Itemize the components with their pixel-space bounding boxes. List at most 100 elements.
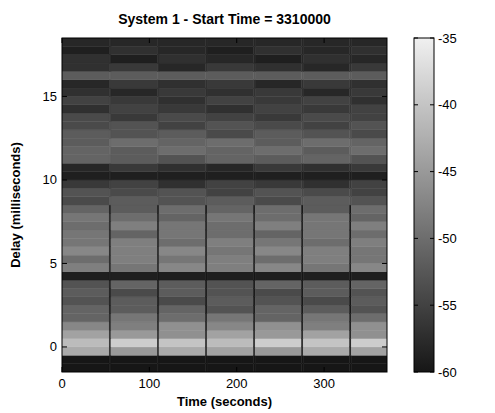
heatmap-cell bbox=[255, 297, 301, 305]
heatmap-cell bbox=[62, 147, 109, 155]
heatmap-cell bbox=[303, 355, 349, 363]
heatmap-cell bbox=[351, 155, 387, 163]
heatmap-cell bbox=[62, 364, 109, 372]
heatmap-cell bbox=[109, 255, 111, 263]
y-tick bbox=[62, 263, 67, 264]
heatmap-cell bbox=[205, 105, 207, 113]
heatmap-cell bbox=[109, 297, 111, 305]
heatmap-cell bbox=[351, 213, 387, 221]
heatmap-cell bbox=[111, 172, 157, 180]
heatmap-cell bbox=[62, 113, 109, 121]
heatmap-cell bbox=[111, 339, 157, 347]
heatmap-cell bbox=[109, 222, 111, 230]
heatmap-cell bbox=[62, 339, 109, 347]
heatmap-cell bbox=[207, 63, 253, 71]
heatmap-cell bbox=[111, 96, 157, 104]
heatmap-cell bbox=[111, 272, 157, 280]
heatmap-cell bbox=[253, 122, 255, 130]
heatmap-cell bbox=[301, 113, 303, 121]
heatmap-cell bbox=[255, 38, 301, 46]
y-tick-label: 5 bbox=[50, 256, 57, 271]
heatmap-cell bbox=[205, 364, 207, 372]
heatmap-cell bbox=[253, 222, 255, 230]
heatmap-cell bbox=[205, 46, 207, 54]
heatmap-cell bbox=[62, 330, 109, 338]
y-tick bbox=[62, 179, 67, 180]
heatmap-cell bbox=[349, 247, 351, 255]
heatmap-cell bbox=[159, 113, 205, 121]
heatmap-cell bbox=[303, 263, 349, 271]
heatmap-cell bbox=[253, 230, 255, 238]
heatmap-cell bbox=[159, 355, 205, 363]
heatmap-cell bbox=[303, 255, 349, 263]
heatmap-cell bbox=[109, 322, 111, 330]
heatmap-cell bbox=[207, 247, 253, 255]
heatmap-cell bbox=[157, 330, 159, 338]
heatmap-cell bbox=[111, 255, 157, 263]
heatmap-cell bbox=[109, 213, 111, 221]
heatmap-cell bbox=[351, 230, 387, 238]
heatmap-cell bbox=[255, 63, 301, 71]
heatmap-cell bbox=[253, 339, 255, 347]
heatmap-cell bbox=[157, 305, 159, 313]
heatmap-cell bbox=[349, 96, 351, 104]
heatmap-cell bbox=[62, 46, 109, 54]
heatmap-cell bbox=[301, 80, 303, 88]
heatmap-cell bbox=[301, 147, 303, 155]
heatmap-cell bbox=[207, 230, 253, 238]
heatmap-cell bbox=[109, 55, 111, 63]
heatmap-cell bbox=[349, 130, 351, 138]
heatmap-cell bbox=[303, 330, 349, 338]
heatmap-cell bbox=[351, 105, 387, 113]
heatmap-cell bbox=[111, 38, 157, 46]
heatmap-cell bbox=[62, 238, 109, 246]
heatmap-cell bbox=[255, 46, 301, 54]
heatmap-cell bbox=[253, 197, 255, 205]
heatmap-cell bbox=[205, 138, 207, 146]
heatmap-cell bbox=[301, 355, 303, 363]
heatmap-cell bbox=[111, 138, 157, 146]
heatmap-cell bbox=[157, 130, 159, 138]
heatmap-cell bbox=[301, 314, 303, 322]
heatmap-cell bbox=[159, 180, 205, 188]
heatmap-cell bbox=[111, 163, 157, 171]
heatmap-cell bbox=[207, 222, 253, 230]
heatmap-cell bbox=[301, 155, 303, 163]
heatmap-cell bbox=[109, 147, 111, 155]
heatmap-cell bbox=[303, 339, 349, 347]
heatmap-cell bbox=[303, 197, 349, 205]
heatmap-cell bbox=[253, 138, 255, 146]
heatmap-cell bbox=[349, 197, 351, 205]
heatmap-cell bbox=[111, 355, 157, 363]
heatmap-cell bbox=[349, 113, 351, 121]
heatmap-cell bbox=[109, 238, 111, 246]
heatmap-cell bbox=[109, 155, 111, 163]
heatmap-cell bbox=[157, 71, 159, 79]
heatmap-cell bbox=[207, 122, 253, 130]
heatmap-cell bbox=[157, 105, 159, 113]
heatmap-cell bbox=[351, 322, 387, 330]
heatmap-cell bbox=[159, 289, 205, 297]
heatmap-cell bbox=[351, 46, 387, 54]
heatmap-cell bbox=[207, 213, 253, 221]
heatmap-cell bbox=[111, 88, 157, 96]
heatmap-cell bbox=[109, 163, 111, 171]
heatmap-cell bbox=[157, 122, 159, 130]
heatmap-cell bbox=[205, 347, 207, 355]
heatmap-cell bbox=[351, 247, 387, 255]
heatmap-cell bbox=[253, 213, 255, 221]
heatmap-cell bbox=[303, 80, 349, 88]
heatmap-cell bbox=[109, 188, 111, 196]
heatmap-cell bbox=[159, 197, 205, 205]
heatmap-cell bbox=[301, 238, 303, 246]
heatmap-cell bbox=[349, 238, 351, 246]
heatmap-cell bbox=[111, 213, 157, 221]
heatmap-cell bbox=[351, 38, 387, 46]
heatmap-cell bbox=[351, 130, 387, 138]
heatmap-cell bbox=[253, 188, 255, 196]
heatmap-cell bbox=[111, 197, 157, 205]
heatmap-cell bbox=[157, 322, 159, 330]
heatmap-cell bbox=[351, 255, 387, 263]
heatmap-cell bbox=[351, 364, 387, 372]
heatmap-cell bbox=[255, 322, 301, 330]
